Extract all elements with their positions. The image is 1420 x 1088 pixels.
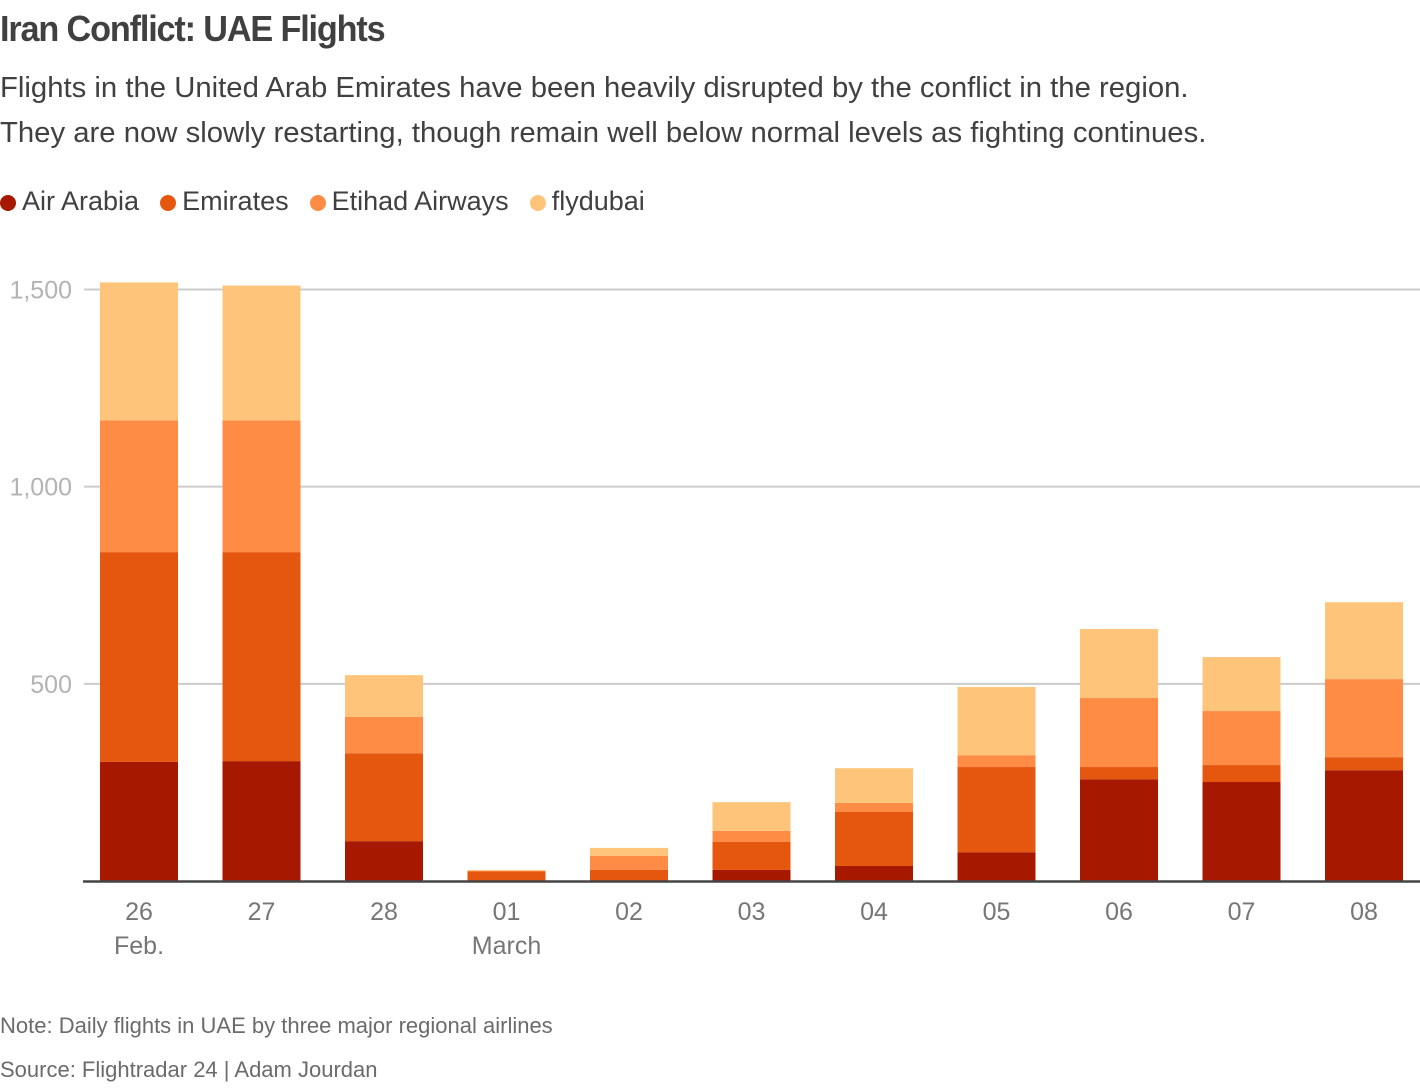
bar-segment-etihad-airways [1202, 711, 1281, 766]
x-tick-sublabel: Feb. [114, 932, 164, 960]
legend-dot-icon [309, 195, 326, 211]
x-tick-label: 28 [370, 898, 398, 926]
y-tick-label: 500 [30, 671, 72, 699]
bar-segment-air-arabia [1202, 782, 1281, 881]
y-axis-ticks: 500 1,000 1,500 [9, 277, 72, 699]
legend-item-flydubai: flydubai [529, 186, 645, 217]
bar-stack [1325, 602, 1403, 881]
bar-segment-etihad-airways [100, 420, 178, 553]
subtitle-line-1: Flights in the United Arab Emirates have… [0, 72, 1189, 104]
chart-title: Iran Conflict: UAE Flights [0, 8, 386, 49]
bar-stack [345, 675, 423, 881]
legend-item-etihad-airways: Etihad Airways [309, 186, 509, 217]
chart-legend: Air Arabia Emirates Etihad Airways flydu… [0, 186, 666, 217]
x-tick-sublabel: March [472, 932, 541, 960]
bar-segment-flydubai [222, 285, 301, 421]
bar-segment-etihad-airways [467, 870, 546, 872]
subtitle-line-2: They are now slowly restarting, though r… [0, 117, 1207, 149]
legend-label: Emirates [182, 186, 289, 216]
bar-segment-emirates [957, 767, 1036, 853]
bar-segment-emirates [100, 552, 178, 762]
bar-segment-flydubai [1080, 629, 1158, 699]
bar-segment-etihad-airways [1325, 679, 1403, 758]
bar-segment-air-arabia [1325, 770, 1403, 881]
bar-segment-flydubai [1202, 657, 1281, 712]
bar-segment-air-arabia [1080, 779, 1158, 881]
bars [100, 282, 1403, 881]
bar-segment-air-arabia [100, 761, 178, 881]
legend-dot-icon [529, 195, 546, 211]
bar-segment-etihad-airways [712, 830, 791, 842]
bar-stack [590, 847, 668, 881]
bar-segment-air-arabia [712, 869, 791, 881]
bar-stack [100, 282, 178, 881]
bar-segment-flydubai [1325, 602, 1403, 680]
stacked-bar-chart: 500 1,000 1,500 26 Feb. 27 28 01 March 02 03 04 05 0… [9, 277, 1420, 960]
legend-item-emirates: Emirates [160, 186, 289, 217]
bar-segment-emirates [345, 753, 423, 842]
bar-segment-etihad-airways [1080, 698, 1158, 768]
bar-segment-air-arabia [222, 761, 301, 881]
bar-segment-air-arabia [345, 841, 423, 881]
legend-dot-icon [0, 195, 16, 211]
bar-segment-air-arabia [835, 866, 913, 881]
x-tick-label: 03 [738, 898, 766, 926]
legend-label: flydubai [551, 186, 645, 216]
bar-segment-flydubai [100, 282, 178, 421]
bar-segment-flydubai [712, 802, 791, 831]
bar-segment-flydubai [957, 686, 1036, 756]
gridlines [84, 288, 1420, 685]
x-tick-label: 05 [983, 898, 1011, 926]
bar-stack [957, 686, 1036, 881]
x-tick-label: 08 [1350, 898, 1378, 926]
bar-segment-etihad-airways [957, 755, 1036, 768]
bar-segment-emirates [1325, 757, 1403, 771]
bar-segment-etihad-airways [590, 855, 668, 870]
bar-stack [222, 285, 301, 881]
x-tick-label: 07 [1228, 898, 1256, 926]
bar-stack [1080, 629, 1158, 881]
bar-segment-flydubai [345, 675, 423, 717]
bar-segment-flydubai [835, 768, 913, 803]
bar-segment-emirates [1202, 765, 1281, 783]
x-tick-label: 27 [248, 898, 276, 926]
bar-stack [467, 869, 546, 881]
bar-stack [1202, 657, 1281, 881]
x-tick-label: 01 [493, 898, 521, 926]
bar-segment-emirates [467, 871, 546, 881]
bar-segment-emirates [712, 841, 791, 870]
bar-segment-etihad-airways [222, 420, 301, 553]
bar-segment-emirates [1080, 767, 1158, 780]
bar-stack [835, 768, 913, 881]
chart-note: Note: Daily flights in UAE by three majo… [0, 1013, 553, 1038]
x-tick-label: 26 [125, 898, 153, 926]
x-tick-label: 04 [860, 898, 888, 926]
x-tick-label: 06 [1105, 898, 1133, 926]
bar-segment-air-arabia [957, 852, 1036, 881]
legend-label: Etihad Airways [331, 186, 509, 216]
legend-dot-icon [160, 195, 177, 211]
chart-source: Source: Flightradar 24 | Adam Jourdan [0, 1057, 378, 1082]
bar-stack [712, 802, 791, 881]
chart-subtitle: Flights in the United Arab Emirates have… [0, 66, 1206, 156]
y-tick-label: 1,500 [9, 277, 72, 305]
bar-segment-flydubai [590, 847, 668, 856]
x-tick-label: 02 [615, 898, 643, 926]
bar-segment-emirates [835, 811, 913, 867]
y-tick-label: 1,000 [9, 474, 72, 502]
bar-segment-emirates [590, 869, 668, 881]
bar-segment-emirates [222, 552, 301, 762]
legend-item-air-arabia: Air Arabia [0, 186, 139, 217]
bar-segment-flydubai [467, 869, 546, 871]
bar-segment-etihad-airways [835, 802, 913, 812]
bar-segment-etihad-airways [345, 716, 423, 754]
x-axis: 26 Feb. 27 28 01 March 02 03 04 05 06 07 08 [83, 880, 1420, 960]
legend-label: Air Arabia [22, 186, 140, 216]
